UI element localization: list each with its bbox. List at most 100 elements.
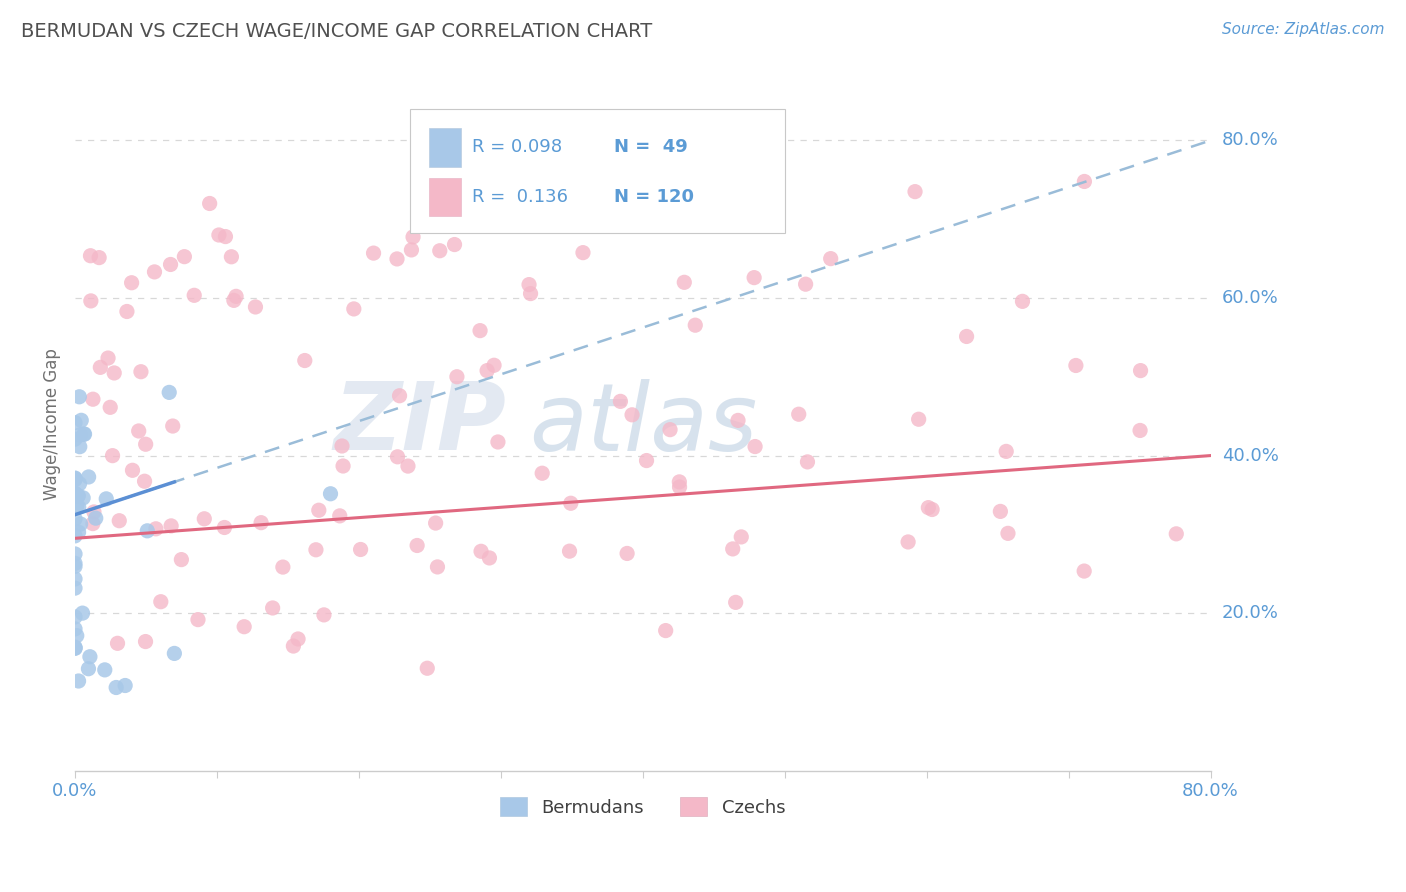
Point — [170, 552, 193, 566]
Point — [673, 276, 696, 290]
Point — [609, 394, 631, 409]
Point — [79, 649, 101, 664]
Point — [214, 520, 236, 534]
Point — [616, 546, 638, 560]
Point — [683, 318, 706, 333]
Point — [63, 471, 86, 485]
Point — [63, 529, 86, 543]
Point — [162, 419, 184, 434]
Point — [66, 500, 89, 514]
Point — [245, 300, 267, 314]
Point — [917, 500, 939, 515]
Point — [787, 407, 810, 421]
Point — [443, 237, 465, 252]
Point — [63, 512, 86, 526]
Point — [486, 434, 509, 449]
Point — [98, 401, 121, 415]
Point — [136, 524, 159, 538]
Point — [516, 202, 538, 217]
Point — [63, 486, 86, 500]
Point — [621, 408, 644, 422]
Text: R = 0.098: R = 0.098 — [472, 138, 562, 156]
Point — [475, 363, 498, 377]
Point — [531, 467, 554, 481]
Point — [730, 530, 752, 544]
Point — [134, 475, 156, 489]
Point — [482, 358, 505, 372]
Point — [724, 595, 747, 609]
Point — [63, 432, 86, 446]
Point — [416, 661, 439, 675]
Point — [396, 459, 419, 474]
Point — [96, 491, 118, 506]
Point — [997, 526, 1019, 541]
Point — [77, 470, 100, 484]
Point — [308, 503, 330, 517]
Point — [401, 243, 423, 257]
Point — [105, 681, 128, 695]
Point — [385, 252, 408, 266]
Point — [89, 360, 111, 375]
Point — [312, 607, 335, 622]
Point — [66, 489, 89, 503]
Point — [63, 641, 86, 656]
Point — [63, 473, 86, 487]
Point — [233, 620, 256, 634]
Point — [121, 463, 143, 477]
Point — [221, 250, 243, 264]
Point — [183, 288, 205, 302]
Point — [558, 544, 581, 558]
Point — [115, 304, 138, 318]
Point — [794, 277, 817, 292]
Point — [63, 547, 86, 561]
Point — [742, 270, 765, 285]
Point — [426, 560, 449, 574]
Text: 20.0%: 20.0% — [1222, 604, 1278, 622]
Point — [63, 641, 86, 656]
Text: R =  0.136: R = 0.136 — [472, 188, 568, 206]
Point — [160, 519, 183, 533]
Point — [425, 516, 447, 530]
Point — [101, 449, 124, 463]
Point — [668, 475, 690, 489]
Text: ZIP: ZIP — [333, 378, 506, 470]
Text: N =  49: N = 49 — [614, 138, 688, 156]
Point — [990, 504, 1012, 518]
Point — [250, 516, 273, 530]
Text: 60.0%: 60.0% — [1222, 289, 1278, 307]
Point — [143, 265, 166, 279]
Point — [128, 424, 150, 438]
Point — [69, 440, 91, 454]
Point — [63, 610, 86, 624]
Point — [222, 293, 245, 308]
Point — [517, 277, 540, 292]
Point — [69, 516, 91, 531]
Point — [446, 369, 468, 384]
Point — [287, 632, 309, 646]
Point — [1011, 294, 1033, 309]
Point — [69, 476, 91, 491]
Point — [79, 249, 101, 263]
Legend: Bermudans, Czechs: Bermudans, Czechs — [494, 790, 793, 824]
Point — [67, 673, 90, 688]
Point — [294, 353, 316, 368]
Point — [173, 250, 195, 264]
Point — [1073, 174, 1095, 188]
Point — [363, 246, 385, 260]
Point — [332, 458, 354, 473]
Point — [70, 413, 93, 427]
Point — [519, 286, 541, 301]
Point — [129, 365, 152, 379]
Point — [329, 508, 352, 523]
Point — [654, 624, 676, 638]
Point — [163, 647, 186, 661]
Text: atlas: atlas — [529, 378, 758, 469]
Point — [319, 487, 342, 501]
Point — [63, 557, 86, 571]
Point — [89, 251, 111, 265]
Point — [572, 245, 595, 260]
Point — [995, 444, 1018, 458]
Point — [67, 500, 90, 515]
Point — [72, 491, 94, 505]
Point — [107, 636, 129, 650]
